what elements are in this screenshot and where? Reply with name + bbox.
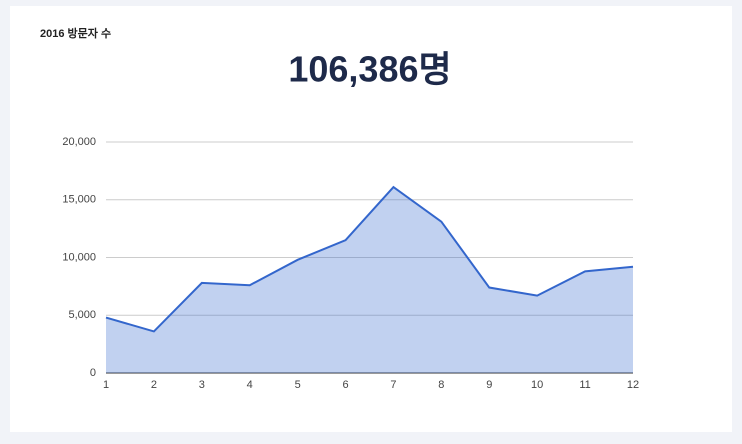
x-tick-label: 8 <box>438 379 444 391</box>
x-tick-label: 1 <box>103 379 109 391</box>
x-tick-label: 4 <box>247 379 253 391</box>
line <box>105 185 634 333</box>
x-tick-label: 10 <box>531 379 543 391</box>
y-tick-label: 10,000 <box>62 251 96 263</box>
y-tick-label: 20,000 <box>62 136 96 148</box>
chart-title: 2016 방문자 수 <box>40 26 111 40</box>
x-tick-label: 6 <box>342 379 348 391</box>
y-tick-label: 0 <box>90 367 96 379</box>
card <box>10 6 732 432</box>
x-tick-label: 7 <box>390 379 396 391</box>
headline: 106,386명 <box>288 49 451 90</box>
x-tick-label: 11 <box>579 379 590 391</box>
area <box>106 187 633 373</box>
y-tick-label: 15,000 <box>62 194 96 206</box>
y-tick-label: 5,000 <box>68 309 96 321</box>
x-tick-label: 5 <box>295 379 301 391</box>
x-tick-label: 12 <box>627 379 639 391</box>
x-tick-label: 3 <box>199 379 205 391</box>
x-tick-label: 9 <box>486 379 492 391</box>
x-tick-label: 2 <box>151 379 157 391</box>
